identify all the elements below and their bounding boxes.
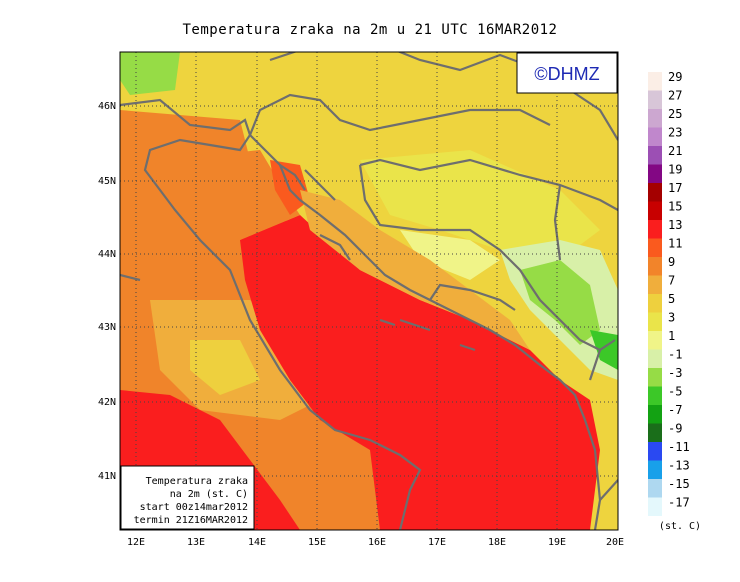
- legend-swatch: [648, 312, 662, 331]
- legend-label: 27: [668, 89, 682, 103]
- lat-label: 45N: [98, 176, 116, 187]
- lon-label: 20E: [606, 537, 624, 548]
- legend-label: 15: [668, 200, 682, 214]
- legend-swatch: [648, 479, 662, 498]
- legend-swatch: [648, 257, 662, 276]
- watermark-box: ©DHMZ: [516, 52, 618, 94]
- legend-swatch: [648, 90, 662, 109]
- legend-swatch: [648, 238, 662, 257]
- lon-label: 19E: [548, 537, 566, 548]
- legend-swatch: [648, 72, 662, 91]
- legend-swatch: [648, 146, 662, 165]
- temperature-field: [120, 52, 618, 530]
- info-line-3: start 00z14mar2012: [140, 502, 248, 513]
- legend-swatch: [648, 294, 662, 313]
- legend-swatch: [648, 349, 662, 368]
- lat-label: 43N: [98, 322, 116, 333]
- legend-label: 13: [668, 218, 682, 232]
- lat-label: 44N: [98, 249, 116, 260]
- lat-lon-grid: [120, 52, 618, 530]
- lat-label: 41N: [98, 471, 116, 482]
- legend-label: 11: [668, 237, 682, 251]
- lat-labels: 46N 45N 44N 43N 42N 41N: [98, 101, 116, 482]
- legend-label: 5: [668, 292, 675, 306]
- lon-label: 17E: [428, 537, 446, 548]
- coastline: [120, 52, 618, 530]
- lon-labels: 12E 13E 14E 15E 16E 17E 18E 19E 20E: [127, 537, 624, 548]
- legend-label: -9: [668, 422, 682, 436]
- legend-label: 7: [668, 274, 675, 288]
- legend-swatch: [648, 201, 662, 220]
- legend-swatch: [648, 497, 662, 516]
- lon-label: 14E: [248, 537, 266, 548]
- legend-swatch: [648, 386, 662, 405]
- color-legend: 29 27 25 23 21 19 17 15 13 11 9 7 5 3 1 -1 -3 -5 -7 -9 -11 -1…: [648, 70, 690, 516]
- lon-label: 12E: [127, 537, 145, 548]
- lat-label: 46N: [98, 101, 116, 112]
- legend-swatch: [648, 460, 662, 479]
- legend-label: -17: [668, 496, 690, 510]
- info-box: Temperatura zraka na 2m (st. C) start 00…: [120, 465, 255, 530]
- legend-label: -3: [668, 366, 682, 380]
- lat-label: 42N: [98, 397, 116, 408]
- legend-label: -7: [668, 403, 682, 417]
- info-line-2: na 2m (st. C): [170, 489, 248, 500]
- legend-swatch: [648, 331, 662, 350]
- watermark-text: ©DHMZ: [534, 64, 599, 84]
- legend-label: 9: [668, 255, 675, 269]
- lon-label: 15E: [308, 537, 326, 548]
- legend-swatch: [648, 164, 662, 183]
- legend-label: -1: [668, 348, 682, 362]
- legend-label: -15: [668, 477, 690, 491]
- legend-label: 21: [668, 144, 682, 158]
- legend-swatch: [648, 109, 662, 128]
- legend-label: 3: [668, 311, 675, 325]
- legend-label: -13: [668, 459, 690, 473]
- legend-label: 29: [668, 70, 682, 84]
- legend-swatch: [648, 183, 662, 202]
- legend-label: -5: [668, 385, 682, 399]
- legend-swatch: [648, 127, 662, 146]
- legend-swatch: [648, 275, 662, 294]
- legend-swatch: [648, 405, 662, 424]
- legend-label: -11: [668, 440, 690, 454]
- lon-label: 13E: [187, 537, 205, 548]
- info-line-4: termin 21Z16MAR2012: [134, 515, 248, 526]
- page-title: Temperatura zraka na 2m u 21 UTC 16MAR20…: [182, 22, 558, 38]
- legend-unit: (st. C): [659, 521, 701, 532]
- legend-label: 19: [668, 163, 682, 177]
- plot-frame: [119, 51, 619, 531]
- lon-label: 16E: [368, 537, 386, 548]
- legend-swatch: [648, 442, 662, 461]
- legend-swatch: [648, 368, 662, 387]
- legend-label: 25: [668, 107, 682, 121]
- legend-swatch: [648, 423, 662, 442]
- info-line-1: Temperatura zraka: [146, 476, 248, 487]
- legend-label: 23: [668, 126, 682, 140]
- lon-label: 18E: [488, 537, 506, 548]
- legend-swatch: [648, 220, 662, 239]
- legend-label: 17: [668, 181, 682, 195]
- legend-label: 1: [668, 329, 675, 343]
